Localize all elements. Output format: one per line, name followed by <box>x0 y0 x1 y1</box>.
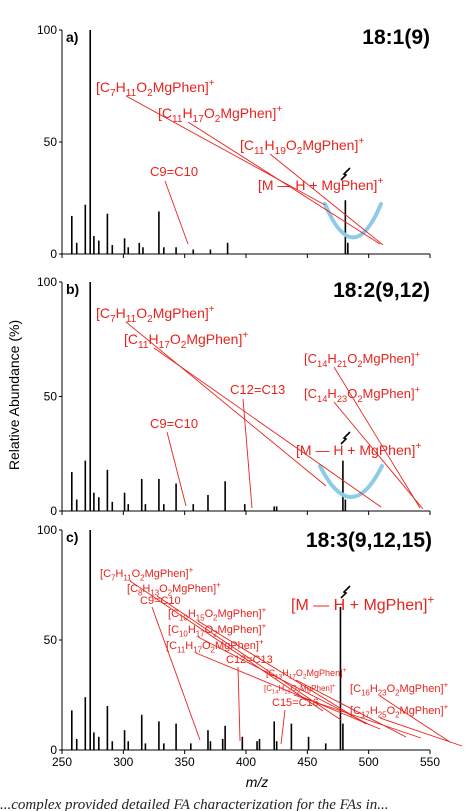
panel-label: c) <box>66 529 78 545</box>
fragment-ion-label: [C14H19O2MgPhen]+ <box>264 684 336 696</box>
bond-leader-line <box>166 431 187 507</box>
fragmentation-bolt-icon <box>340 585 351 599</box>
x-tick-label: 300 <box>113 755 133 769</box>
fragment-ion-label: [C11H17O2MgPhen]+ <box>124 330 248 351</box>
caption-text: ...complex provided detailed FA characte… <box>0 797 389 811</box>
fragment-ion-label: [C10H15O2MgPhen]+ <box>168 605 267 622</box>
fragmentation-bolt-icon <box>340 167 351 181</box>
panel-title: 18:3(9,12,15) <box>306 529 432 552</box>
annotation-leader-line <box>129 580 324 712</box>
cleavage-arc <box>318 464 384 499</box>
annotation-leader-line <box>379 695 451 743</box>
spectrum-panel-2: 0 50 100 b) 18:2(9,12) C9=C10 C12=C13 <box>37 275 431 518</box>
x-tick-label: 250 <box>52 755 72 769</box>
annotation-leader-line <box>295 679 407 738</box>
double-bond-label: C15=C16 <box>272 697 319 709</box>
y-tick-label: 50 <box>44 633 58 647</box>
fragment-ion-label: [C7H11O2MgPhen]+ <box>96 304 215 325</box>
fragment-ion-label: [C14H21O2MgPhen]+ <box>304 350 420 369</box>
fragment-ion-label: [C14H23O2MgPhen]+ <box>304 385 420 404</box>
y-tick-label: 100 <box>37 523 57 537</box>
x-tick-label: 550 <box>420 755 440 769</box>
annotation-leader-line <box>125 95 326 206</box>
fragment-ion-label: [C7H11O2MgPhen]+ <box>96 78 215 99</box>
double-bond-label: C9=C10 <box>150 164 198 179</box>
annotation-leader-line <box>197 620 367 725</box>
bond-leader-line <box>151 606 201 741</box>
fragment-ion-label: [C17H25O2MgPhen]+ <box>350 702 449 719</box>
fragment-ion-label: [C7H11O2MgPhen]+ <box>100 565 194 582</box>
panel-title: 18:2(9,12) <box>333 279 430 302</box>
fragment-ion-label: [C13H17O2MgPhen]+ <box>266 667 347 680</box>
x-tick-label: 500 <box>359 755 379 769</box>
annotation-leader-line <box>125 321 327 487</box>
spectrum-panel-1: 0 50 100 a) 18:1(9) C9=C10 <box>37 23 431 261</box>
bond-leader-line <box>237 666 241 742</box>
precursor-ion-label: [M — H + MgPhen]+ <box>258 176 383 193</box>
annotation-leader-line <box>197 636 371 726</box>
fragment-ion-label: [C11H17O2MgPhen]+ <box>158 104 282 125</box>
fragment-ion-label: [C10H17O2MgPhen]+ <box>168 621 267 638</box>
double-bond-label: C12=C13 <box>226 654 273 666</box>
double-bond-label: C12=C13 <box>230 382 285 397</box>
y-tick-label: 50 <box>44 390 58 404</box>
y-tick-label: 0 <box>50 743 57 757</box>
x-tick-label: 350 <box>175 755 195 769</box>
spectra-figure: Relative Abundance (%) m/z 0 50 100 a) 18:1(… <box>6 23 463 790</box>
cleavage-arc <box>323 202 383 240</box>
x-tick-label: 450 <box>297 755 317 769</box>
double-bond-label: C9=C10 <box>150 416 198 431</box>
annotation-leader-line <box>293 694 422 739</box>
annotation-leader-line <box>269 153 384 246</box>
fragment-ion-label: [C8H13O2MgPhen]+ <box>127 580 221 597</box>
y-tick-label: 100 <box>37 23 57 37</box>
double-bond-label: C9=C10 <box>140 595 181 607</box>
panel-title: 18:1(9) <box>362 26 430 49</box>
fragment-ion-label: [C11H17O2MgPhen]+ <box>166 637 264 654</box>
panel-label: b) <box>66 281 79 297</box>
bond-leader-line <box>280 709 286 745</box>
annotation-leader-line <box>187 121 381 245</box>
bond-leader-line <box>242 398 253 509</box>
spectrum-panel-3: 0 50 100 250 300 350 400 450 500 550 c) 18:3(9,12,1… <box>37 523 463 769</box>
annotation-leader-line <box>153 347 382 508</box>
annotation-leader-line <box>156 595 342 721</box>
fragment-ion-label: [C11H19O2MgPhen]+ <box>240 136 364 157</box>
annotation-leader-line <box>379 717 463 747</box>
precursor-ion-label: [M — H + MgPhen]+ <box>291 594 435 614</box>
y-axis-label: Relative Abundance (%) <box>6 320 22 470</box>
x-tick-label: 400 <box>236 755 256 769</box>
annotation-leader-line <box>333 366 421 509</box>
y-tick-label: 50 <box>44 135 58 149</box>
x-axis-label: m/z <box>246 774 269 790</box>
y-tick-label: 0 <box>50 504 57 518</box>
bond-leader-line <box>164 180 189 245</box>
precursor-ion-label: [M — H + MgPhen]+ <box>296 441 421 458</box>
annotation-leader-line <box>333 401 424 510</box>
annotation-leader-line <box>195 652 381 730</box>
y-tick-label: 0 <box>50 247 57 261</box>
fragmentation-bolt-icon <box>340 431 351 445</box>
panel-label: a) <box>66 29 78 45</box>
fragment-ion-label: [C16H23O2MgPhen]+ <box>350 680 449 697</box>
y-tick-label: 100 <box>37 275 57 289</box>
